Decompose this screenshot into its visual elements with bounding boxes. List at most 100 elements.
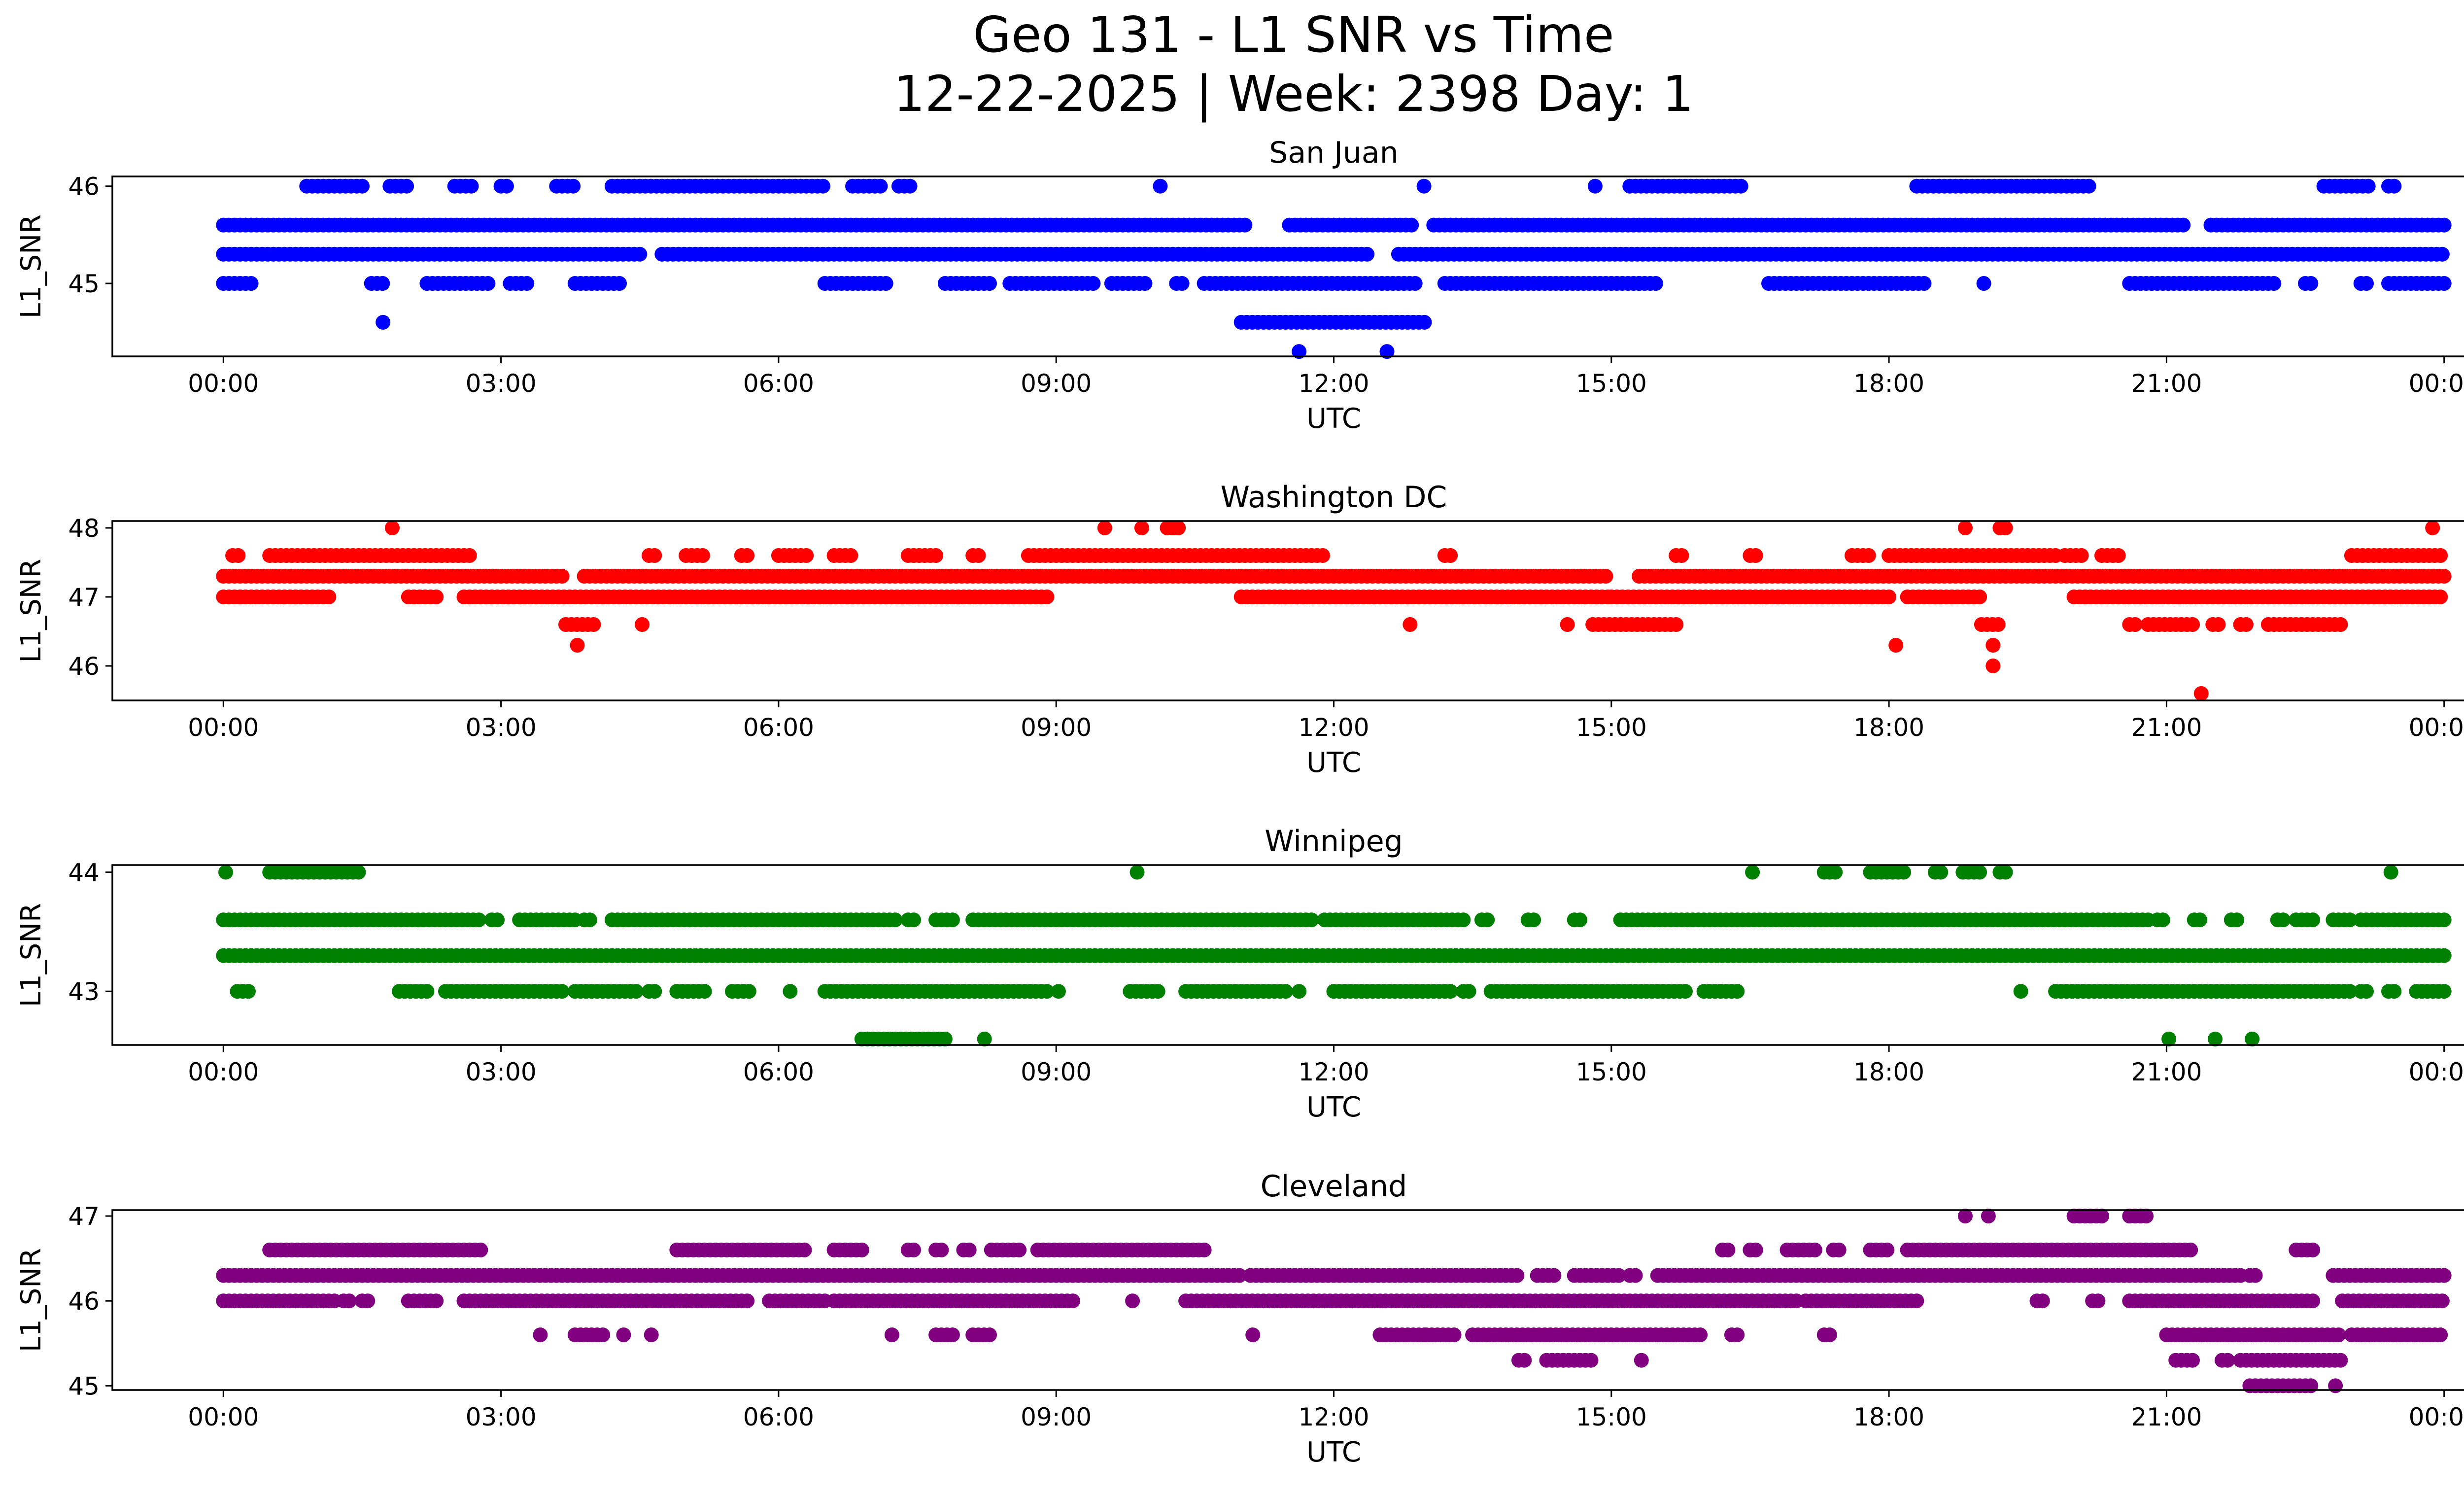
data-point [1407,276,1423,291]
data-point [1733,178,1748,194]
series-san-juan [216,178,2452,359]
data-point [218,865,233,880]
data-point [1972,590,1987,604]
data-point [351,865,366,880]
data-point [2074,548,2089,563]
data-point [2127,617,2143,632]
x-tick-label: 00:00 [2409,1058,2464,1086]
x-tick-label: 18:00 [1853,713,1924,742]
data-point [878,276,893,291]
data-point [1985,659,2001,673]
data-point [2387,178,2402,194]
x-tick-label: 03:00 [466,369,537,398]
x-tick-label: 15:00 [1576,713,1647,742]
data-point [429,1293,444,1309]
data-point [816,178,830,194]
data-point [2433,548,2448,563]
data-point [2192,912,2207,928]
x-tick-label: 12:00 [1298,1403,1369,1431]
data-point [1693,1327,1708,1343]
data-point [480,276,496,291]
y-tick-label: 46 [68,652,100,681]
x-tick-label: 00:00 [2409,713,2464,742]
data-point [1720,1242,1736,1257]
data-point [1981,1209,1996,1224]
series-winnipeg [216,865,2452,1046]
y-axis-label: L1_SNR [15,558,47,662]
data-point [1888,638,1904,653]
x-tick-label: 00:00 [188,1058,259,1086]
figure-title-line2: 12-22-2025 | Week: 2398 Day: 1 [893,65,1693,123]
data-point [1546,1268,1562,1283]
y-axis-label: L1_SNR [15,903,47,1007]
data-point [906,1242,921,1257]
data-point [1648,276,1663,291]
data-point [566,178,581,194]
data-point [2331,1327,2346,1343]
panel-title: Cleveland [1261,1169,1407,1204]
data-point [321,590,337,604]
data-point [1573,912,1587,928]
data-point [1628,1268,1643,1283]
data-point [2305,1293,2321,1309]
data-point [1972,865,1987,880]
data-point [595,1327,611,1343]
data-point [1416,178,1432,194]
data-point [462,548,477,563]
data-point [797,1242,812,1257]
data-point [982,276,997,291]
data-point [1730,1327,1745,1343]
data-point [1232,1268,1247,1283]
data-point [231,548,246,563]
data-point [1134,521,1149,535]
data-point [2185,617,2200,632]
data-point [1933,865,1949,880]
x-tick-label: 12:00 [1298,713,1369,742]
data-point [616,1327,631,1343]
panel-winnipeg: Winnipeg 00:00 03:00 06:00 09:00 12:00 15:00 18… [15,824,2464,1123]
x-tick-label: 21:00 [2131,713,2202,742]
data-point [1245,1327,1261,1343]
x-tick-label: 03:00 [466,1403,537,1431]
data-point [519,276,535,291]
data-point [1611,1268,1626,1283]
data-point [464,178,479,194]
data-point [937,1031,953,1046]
data-point [355,178,370,194]
data-point [1197,1242,1212,1257]
data-point [2328,1378,2343,1393]
data-point [1583,1353,1599,1368]
x-tick-label: 06:00 [743,713,814,742]
data-point [1916,276,1932,291]
data-point [1417,314,1432,330]
data-point [2185,1353,2200,1368]
data-point [2436,948,2452,963]
data-point [1958,521,1973,535]
data-point [499,178,514,194]
series-cleveland [216,1209,2452,1393]
x-tick-label: 09:00 [1021,713,1092,742]
data-point [2111,548,2126,563]
data-point [1403,617,1418,632]
data-point [854,1242,869,1257]
x-tick-label: 12:00 [1298,369,1369,398]
data-point [1909,1293,1924,1309]
panel-cleveland: Cleveland 00:00 03:00 06:00 09:00 12:00 15:00 1… [15,1169,2464,1468]
x-axis-label: UTC [1306,403,1361,435]
y-tick-label: 43 [68,977,100,1006]
data-point [2434,246,2450,262]
data-point [2176,217,2191,233]
data-point [1882,590,1897,604]
data-point [2245,1031,2260,1046]
data-point [632,246,648,262]
data-point [697,984,712,999]
data-point [2238,617,2254,632]
data-point [1896,865,1912,880]
data-point [533,1327,548,1343]
data-point [2361,178,2376,194]
data-point [2425,521,2440,535]
x-axis-label: UTC [1306,1436,1361,1468]
data-point [1822,1327,1837,1343]
data-point [2342,912,2358,928]
data-point [2434,1293,2450,1309]
